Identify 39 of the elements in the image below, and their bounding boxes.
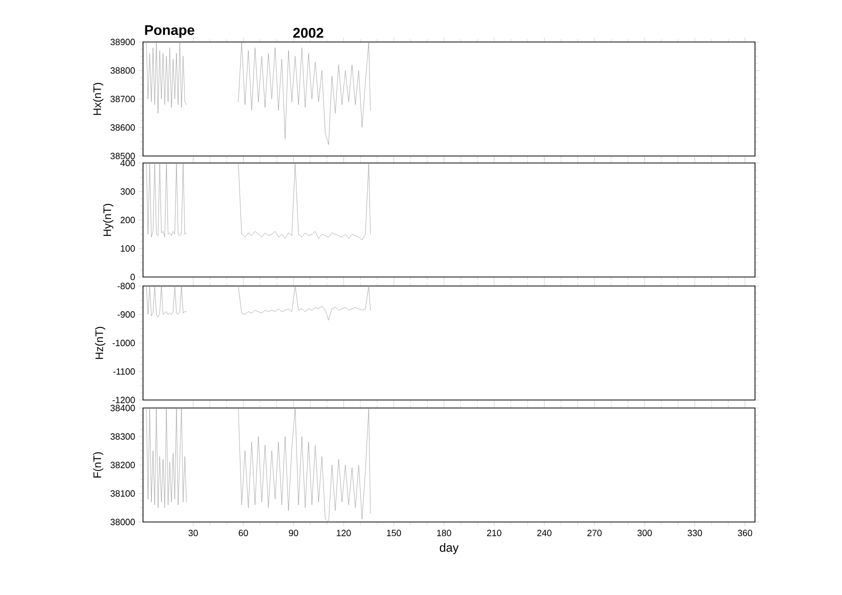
y-axis-title: Hy(nT): [103, 204, 114, 236]
y-tick-label: -1200: [112, 396, 135, 404]
y-tick-label: -1000: [112, 340, 135, 346]
y-tick-label: 300: [120, 188, 135, 195]
y-tick-label: 38600: [110, 124, 135, 131]
y-tick-label: 100: [120, 245, 135, 252]
x-tick-label: 210: [487, 530, 502, 536]
x-tick-label: 360: [738, 530, 752, 536]
y-axis-title: Hx(nT): [93, 82, 104, 115]
x-tick-label: 30: [188, 530, 198, 536]
x-tick-label: 330: [688, 530, 702, 536]
y-tick-label: 38800: [110, 67, 135, 74]
y-tick-label: 38300: [110, 433, 135, 440]
y-axis-title: F(nT): [93, 452, 104, 478]
y-tick-label: -800: [118, 282, 135, 290]
y-tick-label: 400: [120, 160, 135, 166]
y-tick-label: 38700: [110, 96, 135, 102]
y-tick-label: 38100: [110, 490, 135, 497]
y-tick-label: 38200: [110, 462, 135, 468]
x-tick-label: 180: [437, 530, 452, 536]
y-tick-label: 38500: [110, 152, 135, 160]
chart-title: Ponape: [145, 25, 194, 38]
chart-subtitle: 2002: [293, 28, 324, 38]
y-tick-label: 38400: [110, 404, 135, 412]
x-tick-label: 270: [587, 530, 602, 536]
x-tick-label: 90: [288, 530, 298, 536]
y-tick-label: 38900: [110, 38, 135, 46]
y-tick-label: 200: [120, 216, 135, 224]
y-tick-label: 0: [130, 274, 135, 280]
x-tick-label: 120: [336, 530, 351, 536]
x-tick-label: 150: [387, 530, 401, 536]
y-tick-label: -900: [118, 311, 135, 318]
x-tick-label: 300: [637, 530, 652, 536]
x-axis-title: day: [440, 543, 459, 554]
y-tick-label: 38000: [110, 518, 135, 526]
x-tick-label: 60: [238, 530, 248, 536]
x-tick-label: 240: [537, 530, 552, 536]
y-axis-title: Hz(nT): [95, 326, 106, 359]
y-tick-label: -1100: [113, 368, 135, 375]
